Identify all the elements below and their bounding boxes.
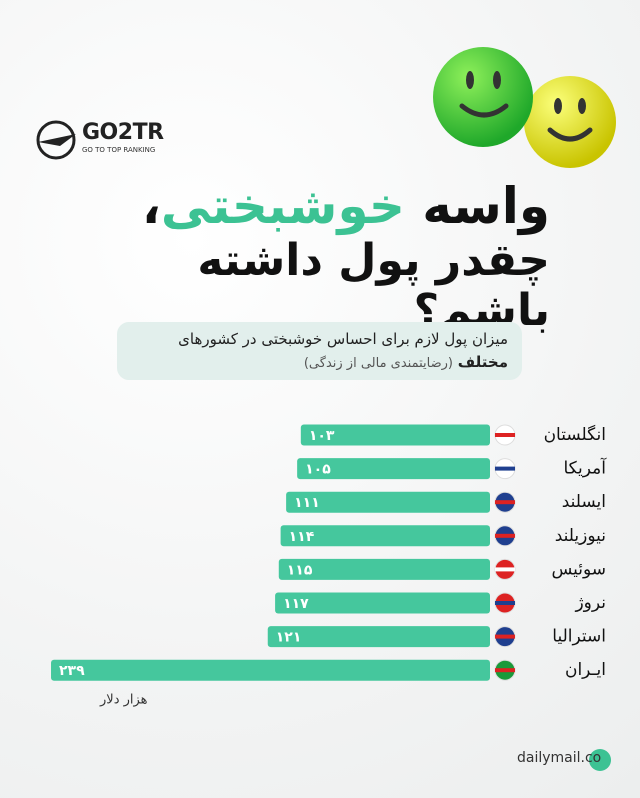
eye: [493, 71, 501, 89]
bar: [300, 424, 490, 446]
category-label: ایسلند: [562, 492, 606, 512]
smileys: [433, 47, 616, 168]
flag-detail: [495, 466, 515, 471]
bars: ۱۰۳ انگلستان ۱۰۵ آمریکا ۱۱۱ ایسلند ۱۱۴ نیوزیلند…: [51, 424, 607, 681]
mouth: [547, 127, 593, 142]
category-label: نیوزیلند: [555, 526, 606, 546]
source: dailymail.co: [517, 750, 602, 766]
value-label: ۱۰۵: [305, 462, 331, 478]
value-label: ۱۰۳: [309, 428, 335, 444]
flag-detail: [495, 634, 515, 639]
bar: [267, 626, 490, 648]
mouth: [459, 103, 509, 118]
unit-label: هزار دلار: [99, 693, 148, 708]
value-label: ۱۱۴: [289, 529, 315, 545]
category-label: انگلستان: [544, 424, 606, 445]
category-label: نروژ: [574, 593, 606, 613]
flag-detail: [495, 567, 515, 572]
value-label: ۲۳۹: [59, 663, 85, 679]
flag-detail: [495, 668, 515, 673]
logo-tagline: GO TO TOP RANKING: [82, 146, 156, 154]
category-label: استرالیا: [552, 627, 606, 647]
subtitle-note: (رضایتمندی مالی از زندگی): [303, 356, 453, 371]
eye: [554, 98, 562, 114]
flag-detail: [495, 433, 515, 437]
bar: [286, 491, 490, 513]
category-label: سوئیس: [551, 559, 606, 579]
subtitle-line1: میزان پول لازم برای احساس خوشبختی در کشو…: [178, 330, 508, 348]
bar: [51, 659, 490, 681]
title: واسه خوشبختی، چقدر پول داشته باشم؟: [50, 177, 550, 337]
bar: [280, 525, 490, 547]
link-icon: [589, 749, 611, 771]
bar: [275, 592, 490, 614]
subtitle-line2: مختلف: [457, 353, 508, 371]
subtitle: میزان پول لازم برای احساس خوشبختی در کشو…: [117, 322, 522, 380]
title-word: واسه: [422, 177, 550, 235]
logo: GO2TR GO TO TOP RANKING: [34, 118, 194, 162]
bar: [278, 558, 490, 580]
value-label: ۱۱۵: [287, 562, 313, 578]
bar: [297, 458, 490, 480]
yellow-smiley: [524, 76, 616, 168]
flag-detail: [495, 533, 515, 538]
flag-detail: [495, 601, 515, 605]
title-highlight: خوشبختی: [160, 177, 405, 235]
logo-icon: [36, 120, 76, 160]
category-label: آمریکا: [563, 457, 607, 479]
value-label: ۱۱۱: [294, 495, 320, 511]
eye: [466, 71, 474, 89]
value-label: ۱۱۷: [283, 596, 309, 612]
flag-detail: [495, 500, 515, 505]
value-label: ۱۲۱: [276, 630, 302, 646]
title-punct: ،: [141, 177, 161, 235]
logo-text: GO2TR: [82, 120, 164, 145]
category-label: ایـران: [565, 660, 606, 680]
eye: [578, 98, 586, 114]
green-smiley: [433, 47, 533, 147]
